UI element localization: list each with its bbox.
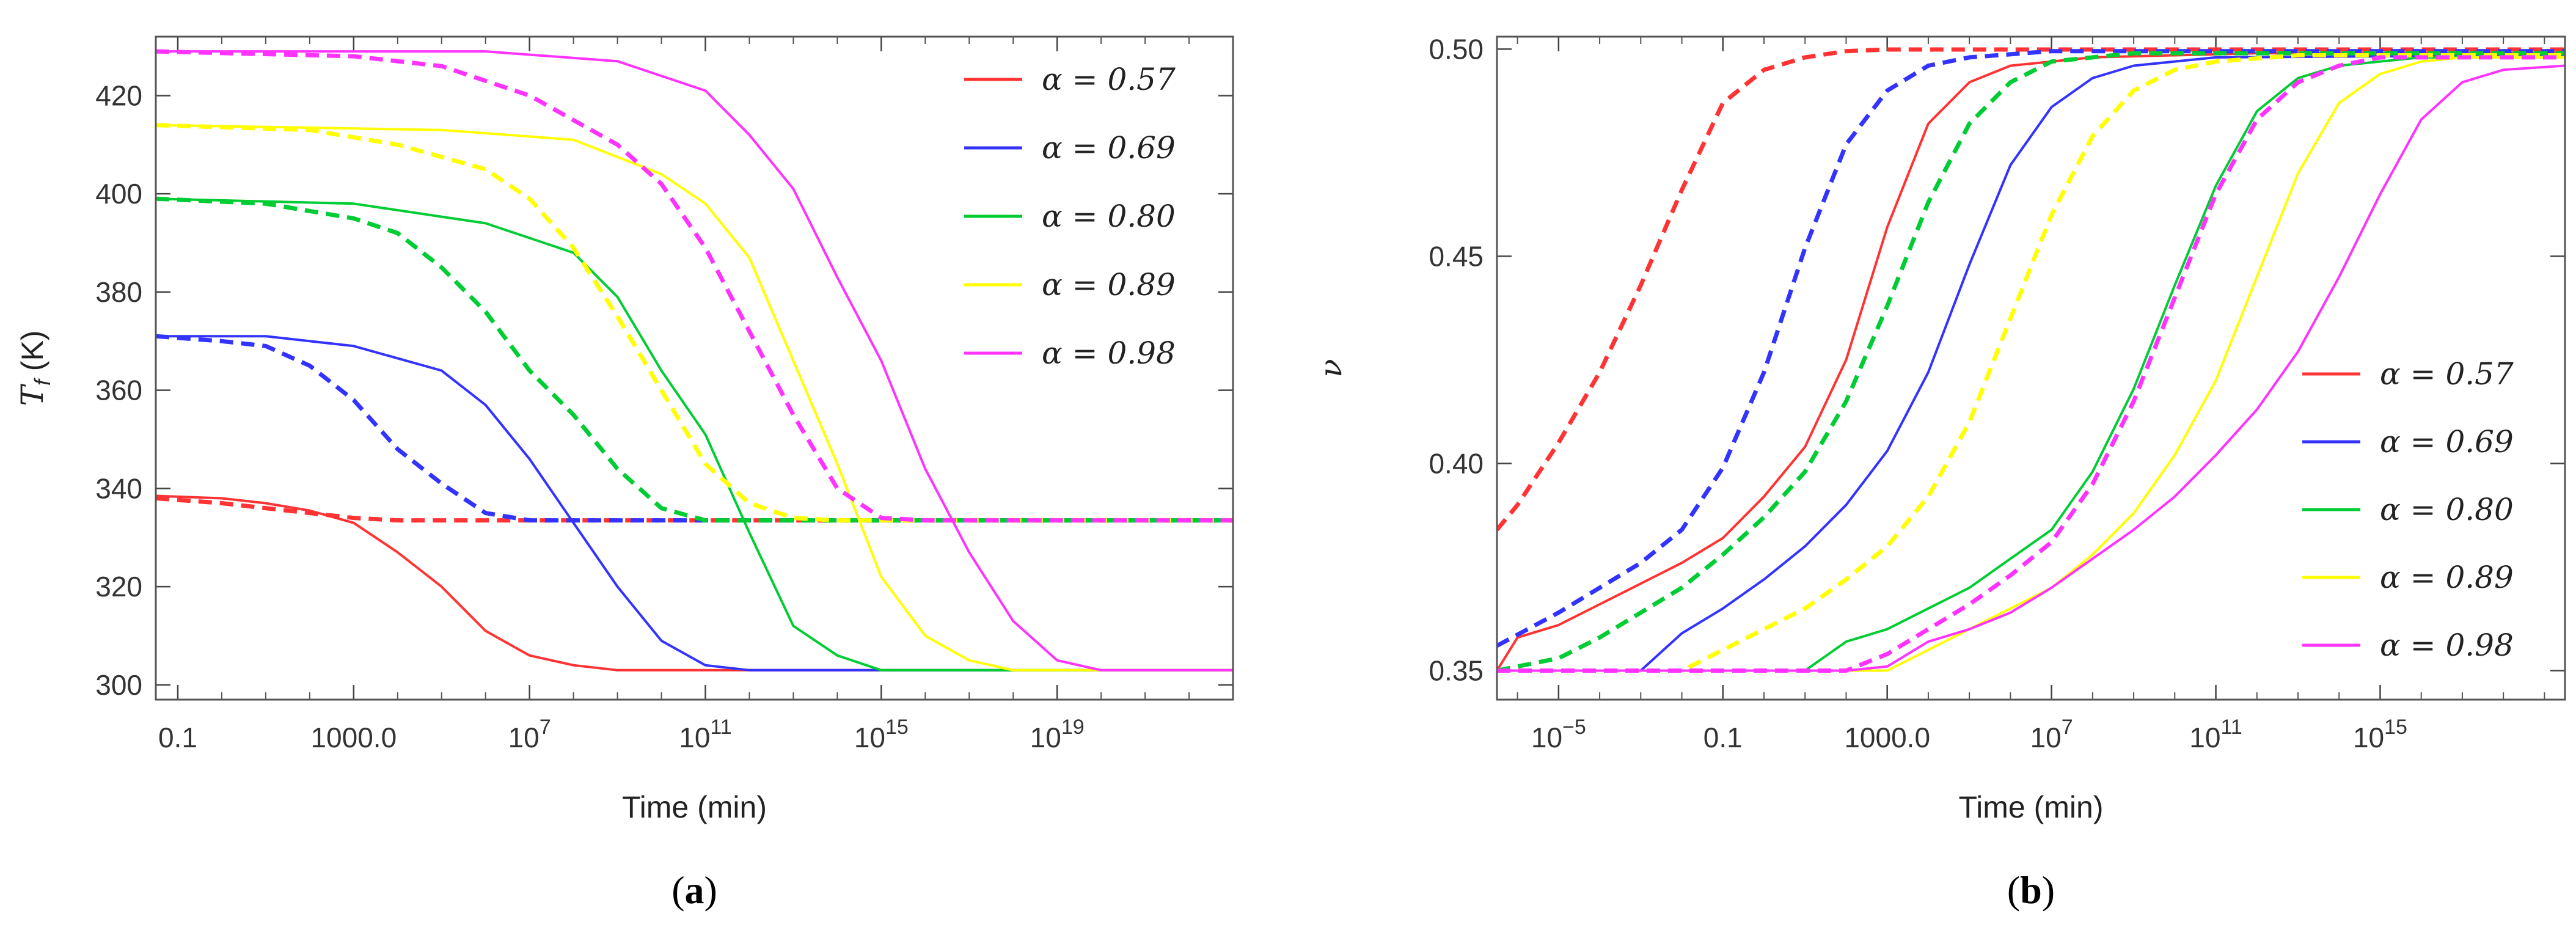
series-line-6-solid xyxy=(156,123,1233,672)
x-axis-title: Time (min) xyxy=(1958,790,2103,824)
series-line-0-solid xyxy=(1497,52,2565,672)
series-line-7-dashed xyxy=(156,123,1233,523)
series-group xyxy=(1497,47,2565,673)
legend-label: α = 0.57 xyxy=(2380,356,2514,392)
legend-label: α = 0.69 xyxy=(1042,130,1176,166)
y-tick-label: 300 xyxy=(95,669,142,701)
legend: α = 0.57 α = 0.69 α = 0.80 α = 0.89 α = 0.98 xyxy=(964,62,1176,371)
plot-frame xyxy=(1496,35,2566,701)
panel-caption: (a) xyxy=(671,868,717,912)
y-tick-label: 340 xyxy=(95,472,142,504)
x-tick-label: 1011 xyxy=(2189,716,2242,753)
series-line-5-dashed xyxy=(156,196,1233,523)
series-group xyxy=(156,49,1233,672)
x-axis-title: Time (min) xyxy=(622,790,767,824)
y-tick-label: 0.50 xyxy=(1429,33,1484,65)
series-line-5-dashed xyxy=(1497,51,2565,673)
y-axis-title: Tf (K) xyxy=(15,331,55,406)
legend: α = 0.57 α = 0.69 α = 0.80 α = 0.89 α = 0.98 xyxy=(2302,356,2514,663)
x-tick-label: 1000.0 xyxy=(310,722,397,753)
x-tick-label: 0.1 xyxy=(158,722,197,753)
y-tick-label: 380 xyxy=(95,276,142,308)
x-tick-label: 1015 xyxy=(854,716,909,753)
x-tick-label: 10−5 xyxy=(1531,716,1586,753)
series-line-8-solid xyxy=(1497,64,2565,672)
legend-label: α = 0.89 xyxy=(1042,267,1176,302)
series-line-3-dashed xyxy=(156,334,1233,523)
legend-label: α = 0.80 xyxy=(1042,199,1176,234)
x-tick-label: 1019 xyxy=(1030,716,1085,753)
series-line-9-dashed xyxy=(156,49,1233,523)
legend-label: α = 0.80 xyxy=(2380,492,2514,527)
y-tick-label: 400 xyxy=(95,178,142,210)
series-line-7-dashed xyxy=(1497,53,2565,673)
series-line-4-solid xyxy=(156,197,1233,672)
series-line-2-solid xyxy=(156,335,1233,672)
series-line-1-dashed xyxy=(1497,47,2565,532)
y-tick-label: 320 xyxy=(95,571,142,602)
x-tick-label: 1015 xyxy=(2353,716,2407,753)
y-tick-label: 0.35 xyxy=(1429,655,1484,687)
series-line-6-solid xyxy=(1497,56,2565,672)
legend-label: α = 0.98 xyxy=(1042,335,1176,371)
x-tick-label: 107 xyxy=(2030,716,2073,753)
chart-a: 0.1 1000.0 107 1011 1015 1019 300 320 340 360 380 4… xyxy=(15,35,1234,912)
y-tick-label: 0.45 xyxy=(1429,240,1484,272)
x-tick-label: 0.1 xyxy=(1703,722,1743,753)
x-tick-label: 1000.0 xyxy=(1844,722,1930,753)
y-axis-title: ν xyxy=(1313,359,1348,377)
panel-caption: (b) xyxy=(2007,868,2055,912)
series-line-9-dashed xyxy=(1497,55,2565,673)
y-tick-label: 0.40 xyxy=(1429,447,1484,479)
series-line-8-solid xyxy=(156,50,1233,672)
chart-b: 10−5 0.1 1000.0 107 1011 1015 0.35 0.40 0.45 0.50… xyxy=(1313,33,2566,912)
x-tick-label: 107 xyxy=(508,716,551,753)
legend-label: α = 0.57 xyxy=(1042,62,1176,97)
legend-label: α = 0.98 xyxy=(2380,628,2514,663)
series-line-4-solid xyxy=(1497,56,2565,672)
series-line-2-solid xyxy=(1497,54,2565,672)
x-tick-label: 1011 xyxy=(679,716,731,753)
y-tick-label: 420 xyxy=(95,79,142,111)
legend-label: α = 0.89 xyxy=(2380,560,2514,595)
legend-label: α = 0.69 xyxy=(2380,424,2514,460)
series-line-3-dashed xyxy=(1497,49,2565,648)
y-tick-label: 360 xyxy=(95,375,142,406)
plot-frame xyxy=(155,35,1234,701)
series-line-1-dashed xyxy=(156,496,1233,523)
series-line-0-solid xyxy=(156,494,1233,672)
